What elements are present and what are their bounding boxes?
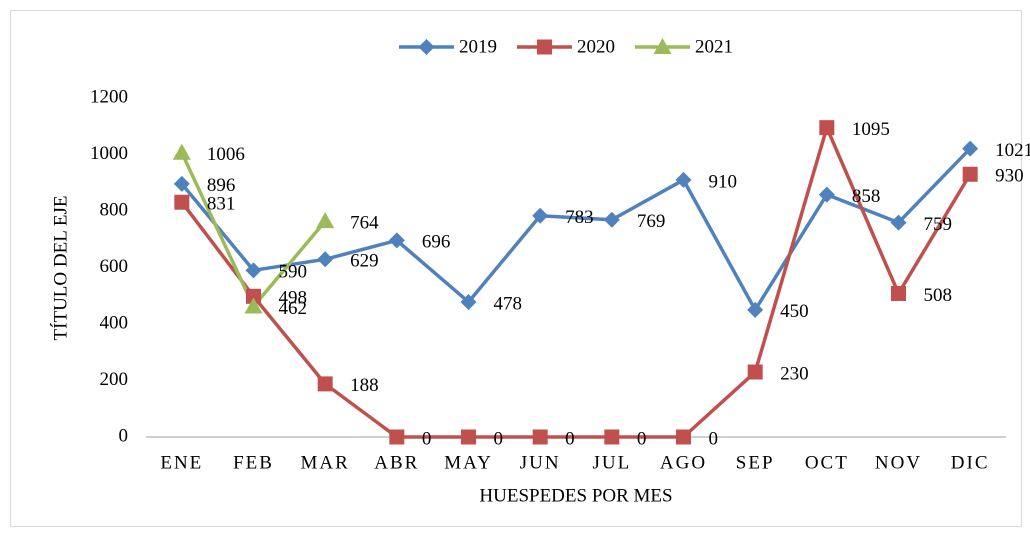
- data-point: [818, 186, 835, 203]
- data-label: 498: [279, 288, 308, 309]
- data-point: [747, 364, 763, 380]
- data-point: [603, 211, 620, 228]
- data-label: 896: [207, 175, 236, 196]
- legend-marker: [653, 38, 672, 54]
- x-tick-label: OCT: [805, 452, 849, 473]
- y-tick-label: 1000: [90, 143, 128, 164]
- data-point: [891, 285, 906, 301]
- data-point: [244, 297, 263, 314]
- data-point: [962, 166, 978, 182]
- data-point: [747, 301, 764, 318]
- data-label: 0: [637, 428, 647, 449]
- data-point: [604, 429, 620, 445]
- data-label: 478: [494, 293, 523, 314]
- data-point: [962, 140, 979, 157]
- y-tick-label: 400: [100, 312, 129, 333]
- data-label: 629: [350, 251, 379, 272]
- x-tick-label: MAR: [301, 452, 350, 473]
- data-label: 0: [494, 428, 504, 449]
- data-point: [389, 429, 405, 445]
- data-point: [173, 175, 190, 192]
- y-tick-label: 200: [100, 369, 129, 390]
- x-tick-label: JUN: [520, 452, 561, 473]
- data-point: [819, 120, 835, 136]
- x-axis-title: HUESPEDES POR MES: [479, 485, 672, 506]
- x-tick-label: SEP: [736, 452, 775, 473]
- series-line: [180, 125, 972, 439]
- data-point: [388, 232, 405, 249]
- x-tick-label: ABR: [374, 452, 419, 473]
- data-label: 0: [422, 428, 432, 449]
- data-point: [461, 429, 476, 445]
- data-label: 0: [565, 428, 575, 449]
- data-point: [676, 429, 691, 445]
- x-tick-label: AGO: [660, 452, 707, 473]
- data-point: [317, 251, 334, 268]
- data-label: 230: [780, 363, 809, 384]
- data-label: 450: [780, 301, 809, 322]
- y-tick-label: 1200: [90, 86, 128, 107]
- data-label: 1006: [207, 144, 245, 165]
- x-tick-label: FEB: [233, 452, 274, 473]
- data-point: [532, 429, 548, 445]
- data-label: 696: [422, 232, 451, 253]
- data-label: 783: [565, 207, 594, 228]
- data-point: [172, 143, 191, 160]
- legend-marker: [537, 39, 552, 55]
- data-label: 1095: [852, 119, 890, 140]
- data-point: [675, 171, 692, 188]
- data-point: [890, 214, 907, 231]
- x-tick-label: MAY: [444, 452, 493, 473]
- y-tick-label: 600: [100, 256, 129, 277]
- data-label: 764: [350, 213, 379, 234]
- data-label: 858: [852, 186, 881, 207]
- data-point: [317, 376, 333, 392]
- data-point: [532, 207, 549, 224]
- data-point: [246, 288, 261, 304]
- x-tick-label: NOV: [875, 452, 922, 473]
- data-label: 508: [924, 285, 953, 306]
- data-point: [316, 212, 335, 229]
- data-point: [174, 194, 190, 210]
- data-label: 462: [279, 298, 308, 319]
- y-tick-label: 0: [119, 425, 129, 446]
- data-point: [460, 293, 477, 310]
- legend-label: 2020: [577, 36, 615, 57]
- chart-border: [10, 10, 1022, 527]
- data-label: 930: [995, 166, 1024, 187]
- y-axis-title: TÍTULO DEL EJE: [49, 196, 71, 341]
- data-label: 590: [279, 262, 308, 283]
- data-label: 759: [924, 214, 953, 235]
- data-point: [245, 262, 262, 279]
- series-line: [180, 147, 972, 312]
- legend-marker: [418, 39, 435, 55]
- x-tick-label: DIC: [951, 452, 990, 473]
- data-label: 769: [637, 211, 666, 232]
- data-label: 910: [709, 171, 738, 192]
- y-tick-label: 800: [100, 199, 129, 220]
- legend-label: 2019: [459, 36, 497, 57]
- data-label: 831: [207, 194, 236, 215]
- data-label: 188: [350, 375, 379, 396]
- x-tick-label: JUL: [592, 452, 631, 473]
- data-label: 0: [709, 428, 719, 449]
- legend-label: 2021: [695, 36, 733, 57]
- data-label: 1021: [995, 140, 1030, 161]
- x-tick-label: ENE: [160, 452, 203, 473]
